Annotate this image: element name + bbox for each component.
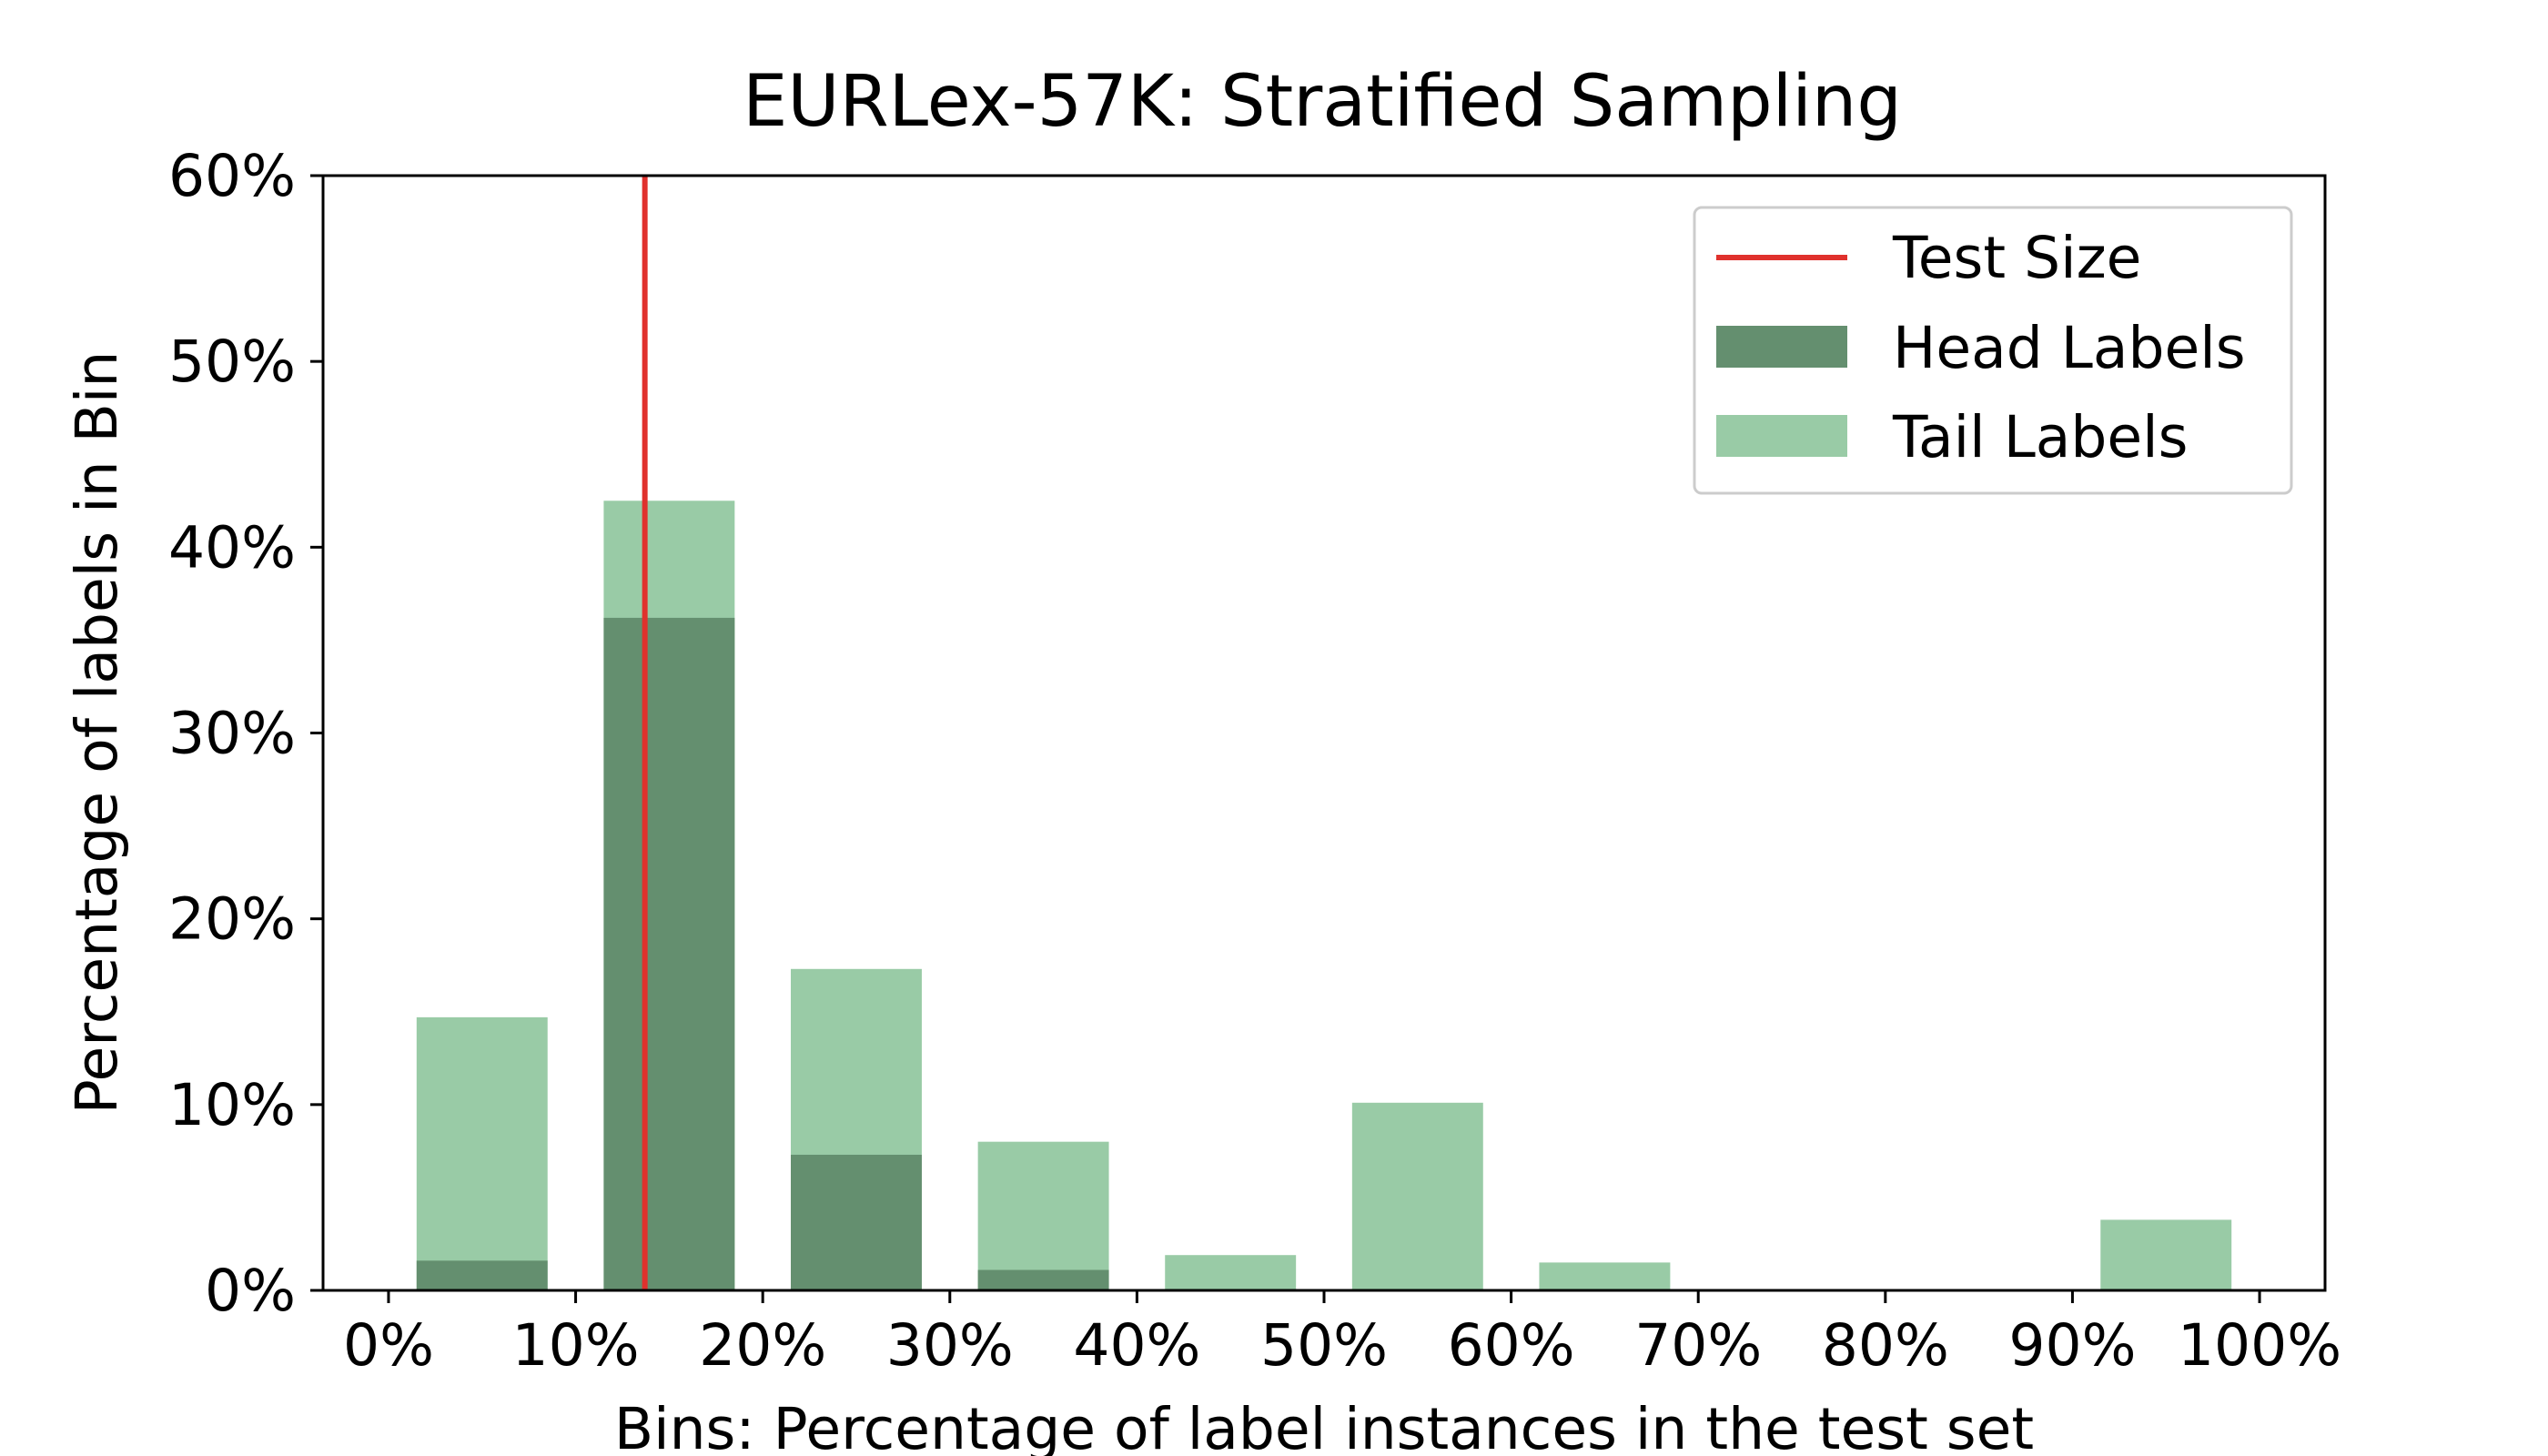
bar-tail-labels-0 — [416, 1016, 548, 1290]
y-tick-label: 20% — [168, 886, 296, 953]
bar-tail-labels-4 — [1165, 1255, 1297, 1290]
x-tick-label: 100% — [2178, 1312, 2341, 1379]
legend-test-size-label: Test Size — [1892, 225, 2141, 291]
legend: Test Size Head Labels Tail Labels — [1693, 206, 2293, 495]
bar-tail-labels-5 — [1351, 1102, 1483, 1290]
bar-head-labels-2 — [791, 1154, 922, 1290]
x-axis: 0% 10% 20% 30% 40% 50% 60% 70% 80% 90% 100% — [343, 1290, 2341, 1379]
x-tick-label: 0% — [343, 1312, 434, 1379]
x-tick-label: 60% — [1448, 1312, 1575, 1379]
y-tick-label: 60% — [168, 143, 296, 209]
y-axis: 0% 10% 20% 30% 40% 50% 60% — [168, 143, 323, 1324]
bar-head-labels-0 — [416, 1260, 548, 1290]
x-tick-label: 10% — [512, 1312, 640, 1379]
bar-head-labels-3 — [977, 1269, 1109, 1290]
y-tick-label: 0% — [205, 1258, 296, 1324]
bar-tail-labels-9 — [2100, 1219, 2232, 1290]
x-tick-label: 70% — [1634, 1312, 1762, 1379]
legend-head-labels-label: Head Labels — [1893, 315, 2246, 381]
y-tick-label: 50% — [168, 329, 296, 395]
x-axis-label: Bins: Percentage of label instances in t… — [614, 1396, 2034, 1456]
bar-head-labels-1 — [603, 617, 735, 1290]
chart-title: EURLex-57K: Stratified Sampling — [743, 61, 1902, 143]
legend-tail-labels-label: Tail Labels — [1892, 404, 2188, 470]
y-axis-label: Percentage of labels in Bin — [64, 351, 130, 1115]
bars-layer — [416, 500, 2232, 1290]
x-tick-label: 30% — [886, 1312, 1014, 1379]
x-tick-label: 20% — [699, 1312, 826, 1379]
legend-tail-labels-swatch — [1716, 415, 1847, 457]
y-tick-label: 40% — [168, 514, 296, 581]
x-tick-label: 50% — [1260, 1312, 1388, 1379]
x-tick-label: 80% — [1822, 1312, 1949, 1379]
x-tick-label: 40% — [1073, 1312, 1200, 1379]
bar-tail-labels-6 — [1539, 1262, 1671, 1290]
x-tick-label: 90% — [2008, 1312, 2136, 1379]
bar-tail-labels-3 — [977, 1141, 1109, 1290]
legend-head-labels-swatch — [1716, 326, 1847, 368]
y-tick-label: 10% — [168, 1072, 296, 1138]
y-tick-label: 30% — [168, 701, 296, 767]
